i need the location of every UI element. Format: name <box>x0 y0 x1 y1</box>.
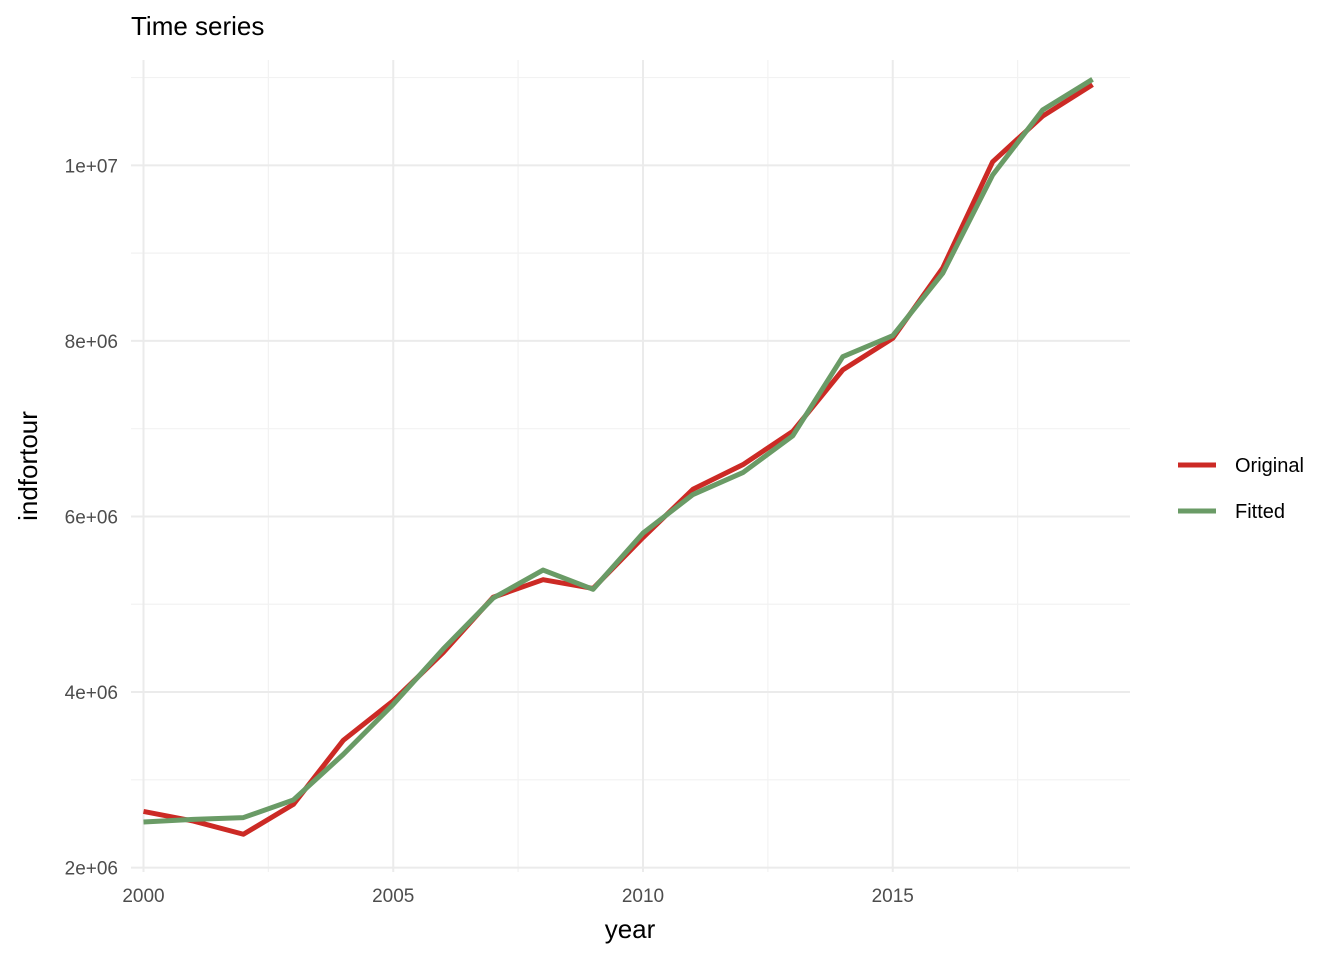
series-layer <box>143 77 1094 837</box>
x-tick-label: 2010 <box>622 886 664 907</box>
chart-title: Time series <box>131 11 264 41</box>
y-tick-label: 8e+06 <box>65 332 118 353</box>
y-axis-title: indfortour <box>13 411 43 521</box>
legend-label-original: Original <box>1235 455 1304 477</box>
tick-label-layer: 2000 2005 2010 2015 2e+06 4e+06 6e+06 8e+06 1e+0… <box>65 156 914 907</box>
y-tick-label: 2e+06 <box>65 859 118 880</box>
y-tick-label: 1e+07 <box>65 156 118 177</box>
grid-layer <box>131 60 1130 872</box>
x-tick-label: 2015 <box>872 886 914 907</box>
x-tick-label: 2000 <box>122 886 164 907</box>
x-tick-label: 2005 <box>372 886 414 907</box>
legend: Original Fitted <box>1178 455 1304 523</box>
y-tick-label: 6e+06 <box>65 507 118 528</box>
legend-label-fitted: Fitted <box>1235 501 1285 523</box>
series-line-fitted <box>143 77 1094 825</box>
y-tick-label: 4e+06 <box>65 683 118 704</box>
series-line-original <box>143 82 1094 837</box>
x-axis-title: year <box>605 914 656 944</box>
